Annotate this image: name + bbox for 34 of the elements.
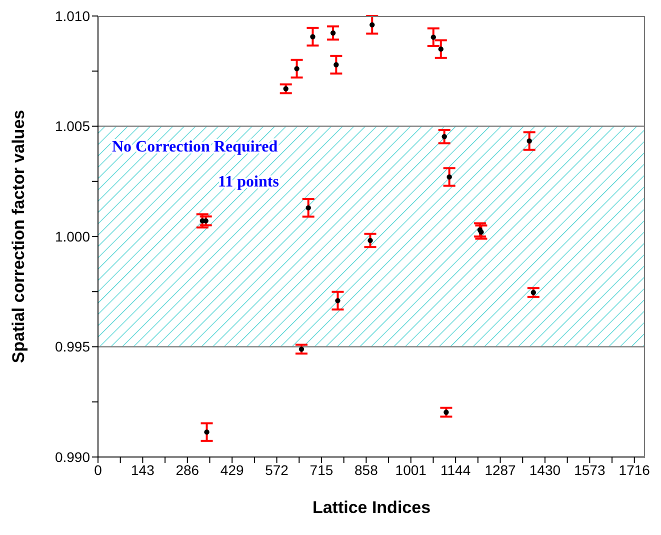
y-tick-label: 0.995 (54, 338, 90, 355)
point (368, 238, 373, 244)
y-tick-label: 1.010 (54, 8, 90, 24)
point (438, 46, 444, 52)
x-tick-label: 0 (94, 462, 102, 478)
x-axis-title: Lattice Indices (312, 498, 431, 517)
x-tick-label: 429 (220, 462, 244, 478)
text: 0.990 (54, 448, 90, 465)
x-tick-label: 1287 (484, 462, 516, 478)
point (370, 22, 375, 28)
x-tick-label: 286 (176, 462, 200, 478)
point (430, 34, 436, 40)
point (204, 429, 210, 435)
point (446, 174, 452, 180)
x-tick-label: 1001 (395, 462, 427, 478)
x-tick-label: 1573 (574, 462, 606, 478)
point (306, 205, 311, 210)
x-tick-label: 572 (265, 462, 289, 478)
x-tick-label: 1716 (618, 462, 650, 478)
x-tick-label: 858 (354, 462, 378, 478)
x-tick-label: 1430 (529, 462, 561, 478)
point (442, 134, 447, 140)
point (335, 298, 340, 304)
point (334, 62, 339, 68)
x-tick-label: 143 (131, 462, 155, 478)
y-tick-label: 1.005 (54, 118, 90, 134)
point (310, 34, 316, 40)
x-tick-label: 715 (310, 462, 334, 478)
point (330, 30, 336, 36)
point (526, 138, 532, 144)
point (294, 66, 300, 72)
x-tick-label: 1144 (440, 462, 471, 478)
y-tick-label: 1.000 (54, 228, 90, 244)
y-axis-title: Spatial correction factor values (9, 110, 28, 364)
